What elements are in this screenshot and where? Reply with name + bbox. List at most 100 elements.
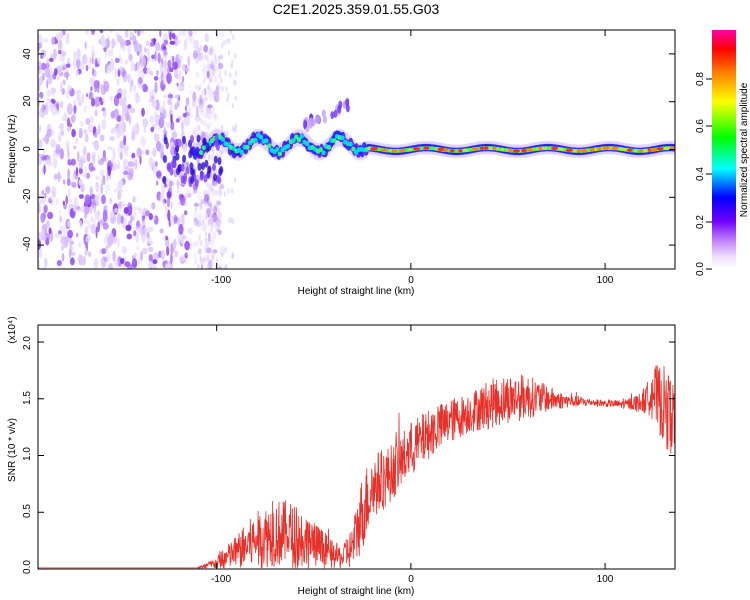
noise-blob [142,83,148,93]
noise-blob [208,48,214,56]
noise-blob [103,237,108,244]
noise-blob [185,189,192,198]
noise-blob [225,38,229,45]
noise-blob [177,85,184,91]
noise-blob [228,217,231,224]
noise-blob [205,213,209,220]
noise-blob [82,173,87,178]
noise-blob [185,251,191,257]
noise-blob [198,55,201,62]
noise-blob [216,212,223,219]
colorbar-ticks [706,78,712,270]
signal-inner [305,141,310,147]
noise-blob [123,170,128,175]
noise-blob [70,257,75,266]
noise-blob [184,210,188,216]
noise-blob [197,86,201,93]
noise-blob [106,252,111,264]
noise-blob [72,112,76,122]
noise-blob [198,103,201,110]
noise-blob [55,198,59,206]
noise-blob [221,124,223,131]
noise-blob [210,186,214,193]
noise-blob [176,82,179,87]
noise-blob [181,120,185,132]
noise-blob [68,203,74,209]
noise-blob [101,97,105,103]
noise-blob [109,197,113,204]
noise-blob [192,91,197,102]
noise-blob [169,40,176,45]
signal-peak [381,148,388,152]
noise-blob [141,211,145,217]
noise-blob [227,188,230,194]
noise-blob [197,248,202,255]
noise-blob [208,90,214,102]
noise-blob [66,103,73,116]
noise-blob [215,199,218,212]
noise-blob [46,97,52,104]
early-blob [217,176,222,185]
early-blob [162,175,167,184]
noise-blob [209,70,213,83]
noise-blob [207,202,212,207]
spectrogram-xtick-label: 0 [408,275,414,286]
noise-blob [193,252,197,264]
noise-blob [204,98,208,104]
noise-blob [231,218,235,225]
noise-blob [170,253,173,265]
noise-blob [199,202,202,208]
noise-blob [131,152,136,159]
noise-blob [194,206,197,212]
noise-blob [85,172,91,179]
noise-blob [151,266,158,269]
noise-blob [118,120,124,132]
noise-blob [42,265,47,269]
noise-blob [116,237,120,248]
noise-blob [52,48,57,60]
noise-blob [164,58,167,68]
spectrogram-marks [38,30,675,269]
snr-xtick-label: -100 [211,574,231,585]
noise-blob [63,203,67,210]
noise-blob [170,141,174,147]
noise-blob [224,263,228,269]
noise-blob [208,51,212,56]
noise-blob [38,70,43,75]
noise-blob [86,93,88,98]
noise-blob [38,109,41,119]
noise-blob [89,116,94,123]
noise-blob [213,230,216,241]
noise-blob [153,110,158,122]
noise-blob [95,226,98,239]
noise-blob [38,203,41,214]
signal-peak [649,148,658,152]
colorbar-tick-label: 0.8 [695,72,706,86]
noise-blob [213,94,216,102]
noise-blob [206,187,212,196]
noise-blob [175,118,180,123]
noise-blob [206,197,209,204]
noise-blob [84,41,87,50]
early-blob [163,136,168,145]
signal-peak [669,146,675,150]
noise-blob [234,70,238,77]
early-blob [180,163,185,172]
noise-blob [162,99,166,110]
noise-blob [206,56,209,62]
noise-blob [162,67,168,79]
noise-blob [94,109,98,117]
noise-blob [138,52,143,58]
signal-inner [266,143,272,149]
signal-inner [275,146,280,152]
noise-blob [132,206,139,211]
noise-blob [46,57,49,68]
noise-blob [116,76,120,86]
noise-blob [152,259,158,265]
snr-ytick-label: 0.0 [22,560,33,574]
early-blob [167,162,172,171]
noise-blob [151,88,156,101]
noise-blob [100,84,104,95]
noise-blob [115,127,121,140]
noise-blob [84,130,88,140]
